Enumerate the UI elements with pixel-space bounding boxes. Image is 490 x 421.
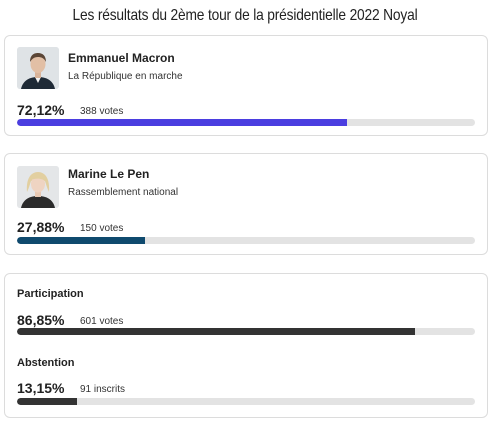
candidate-votes: 150 votes <box>80 223 124 234</box>
result-bar-fill <box>17 237 145 244</box>
candidate-name: Marine Le Pen <box>68 167 150 181</box>
page-title: Les résultats du 2ème tour de la préside… <box>72 7 418 24</box>
abstention-count: 91 inscrits <box>80 384 126 395</box>
candidate-percent: 27,88% <box>17 219 65 235</box>
candidate-card-le-pen: Marine Le Pen Rassemblement national 27,… <box>4 153 488 255</box>
abstention-bar-fill <box>17 398 78 405</box>
portrait-icon <box>17 47 59 89</box>
candidate-party: La République en marche <box>68 71 183 82</box>
candidate-votes: 388 votes <box>80 106 124 117</box>
result-bar-fill <box>17 119 348 126</box>
candidate-photo <box>17 47 59 89</box>
candidate-party: Rassemblement national <box>68 187 179 198</box>
portrait-icon <box>17 166 59 208</box>
abstention-bar <box>17 398 475 405</box>
result-bar <box>17 237 475 244</box>
candidate-percent: 72,12% <box>17 102 65 118</box>
abstention-label: Abstention <box>17 357 75 369</box>
abstention-percent: 13,15% <box>17 380 65 396</box>
candidate-card-macron: Emmanuel Macron La République en marche … <box>4 35 488 136</box>
participation-bar <box>17 328 475 335</box>
participation-bar-fill <box>17 328 415 335</box>
participation-votes: 601 votes <box>80 316 124 327</box>
turnout-card: Participation 86,85% 601 votes Abstentio… <box>4 273 488 418</box>
participation-percent: 86,85% <box>17 312 65 328</box>
participation-label: Participation <box>17 288 84 300</box>
candidate-photo <box>17 166 59 208</box>
candidate-name: Emmanuel Macron <box>68 51 175 65</box>
result-bar <box>17 119 475 126</box>
